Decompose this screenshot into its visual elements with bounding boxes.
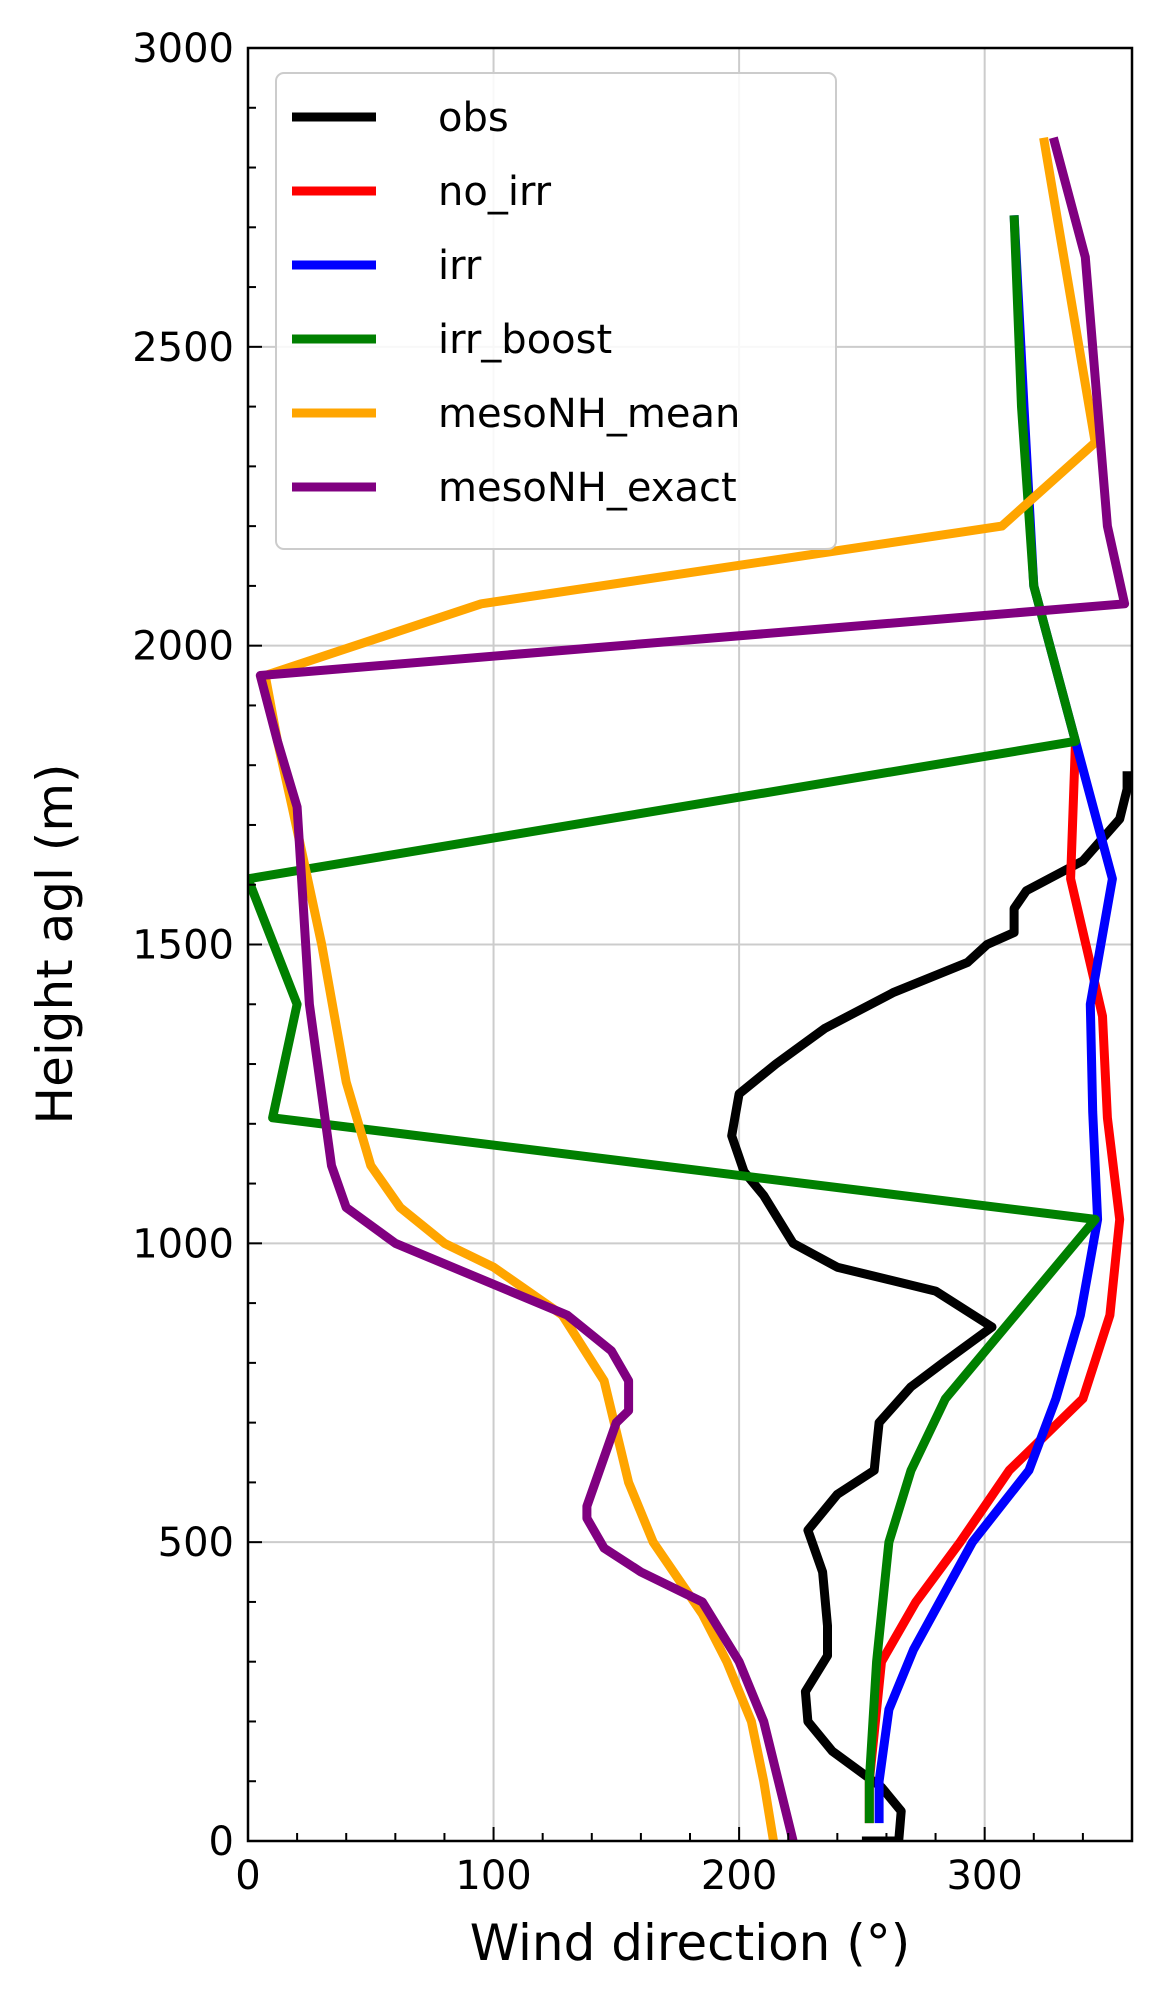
y-tick-label: 2500: [132, 325, 234, 371]
legend-label-mesoNH_exact: mesoNH_exact: [438, 465, 737, 511]
x-tick-label: 200: [701, 1853, 777, 1899]
x-tick-label: 0: [235, 1853, 260, 1899]
legend-label-mesoNH_mean: mesoNH_mean: [438, 391, 740, 437]
y-axis-title: Height agl (m): [26, 763, 84, 1124]
y-tick-label: 0: [209, 1819, 234, 1865]
y-tick-label: 500: [158, 1520, 234, 1566]
legend-label-no_irr: no_irr: [438, 169, 552, 215]
x-tick-label: 300: [946, 1853, 1022, 1899]
legend-box: [275, 72, 837, 550]
y-tick-label: 1500: [132, 923, 234, 969]
series-line-obs: [727, 771, 1132, 1841]
legend-label-irr: irr: [438, 243, 482, 289]
x-axis-title: Wind direction (°): [470, 1914, 911, 1972]
series-layer: [248, 136, 1132, 1841]
x-tick-label: 100: [455, 1853, 531, 1899]
series-line-mesoNH_mean: [260, 136, 1100, 1841]
y-tick-label: 2000: [132, 624, 234, 670]
y-tick-label: 3000: [132, 26, 234, 72]
series-line-mesoNH_exact: [255, 136, 1130, 1841]
legend-label-obs: obs: [438, 95, 509, 141]
y-tick-label: 1000: [132, 1221, 234, 1267]
legend-label-irr_boost: irr_boost: [438, 317, 612, 363]
